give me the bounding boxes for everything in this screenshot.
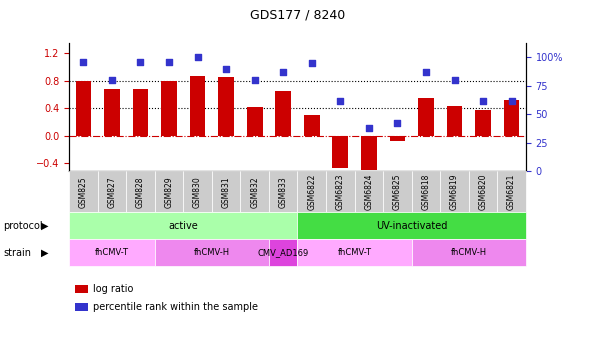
Text: GSM828: GSM828	[136, 176, 145, 208]
Point	[364, 125, 374, 131]
Bar	[304, 115, 320, 136]
Bar	[504, 100, 519, 136]
Text: GSM831: GSM831	[222, 176, 231, 208]
Point	[478, 98, 488, 104]
Text: GSM6824: GSM6824	[364, 174, 373, 210]
Text: GSM6821: GSM6821	[507, 174, 516, 210]
Text: fhCMV-T: fhCMV-T	[95, 248, 129, 257]
Point	[392, 121, 402, 126]
Bar	[389, 136, 405, 141]
Text: GSM833: GSM833	[279, 176, 288, 208]
Bar	[361, 136, 377, 170]
Bar	[190, 76, 206, 136]
Text: percentile rank within the sample: percentile rank within the sample	[93, 302, 258, 312]
Bar	[218, 77, 234, 136]
Bar	[332, 136, 348, 168]
Text: protocol: protocol	[3, 221, 43, 231]
Text: active: active	[168, 221, 198, 231]
Text: GSM825: GSM825	[79, 176, 88, 208]
Point	[335, 98, 345, 104]
Text: GSM6825: GSM6825	[393, 174, 402, 210]
Point	[307, 60, 317, 66]
Bar	[447, 106, 462, 136]
Point	[79, 59, 88, 65]
Point	[221, 66, 231, 71]
Text: GSM827: GSM827	[108, 176, 117, 208]
Point	[107, 77, 117, 83]
Point	[278, 69, 288, 75]
Point	[136, 59, 145, 65]
Text: GSM6819: GSM6819	[450, 174, 459, 210]
Text: ▶: ▶	[41, 247, 48, 258]
Point	[250, 77, 260, 83]
Text: fhCMV-H: fhCMV-H	[194, 248, 230, 257]
Text: fhCMV-T: fhCMV-T	[338, 248, 371, 257]
Point	[507, 98, 516, 104]
Text: UV-inactivated: UV-inactivated	[376, 221, 447, 231]
Point	[164, 59, 174, 65]
Text: ▶: ▶	[41, 221, 48, 231]
Text: GSM6822: GSM6822	[307, 174, 316, 210]
Text: fhCMV-H: fhCMV-H	[451, 248, 487, 257]
Bar	[133, 89, 148, 136]
Bar	[475, 110, 491, 136]
Point	[193, 54, 203, 60]
Bar	[161, 81, 177, 136]
Bar	[418, 98, 434, 136]
Text: GSM6820: GSM6820	[478, 174, 487, 210]
Bar	[76, 81, 91, 136]
Text: GSM829: GSM829	[165, 176, 174, 208]
Point	[421, 69, 431, 75]
Text: GSM6823: GSM6823	[336, 174, 345, 210]
Text: GDS177 / 8240: GDS177 / 8240	[250, 9, 345, 21]
Text: GSM832: GSM832	[250, 176, 259, 208]
Text: GSM6818: GSM6818	[421, 174, 430, 210]
Point	[450, 77, 459, 83]
Text: CMV_AD169: CMV_AD169	[258, 248, 309, 257]
Bar	[275, 91, 291, 136]
Bar	[104, 89, 120, 136]
Bar	[247, 107, 263, 136]
Text: GSM830: GSM830	[193, 176, 202, 208]
Text: log ratio: log ratio	[93, 284, 133, 294]
Text: strain: strain	[3, 247, 31, 258]
